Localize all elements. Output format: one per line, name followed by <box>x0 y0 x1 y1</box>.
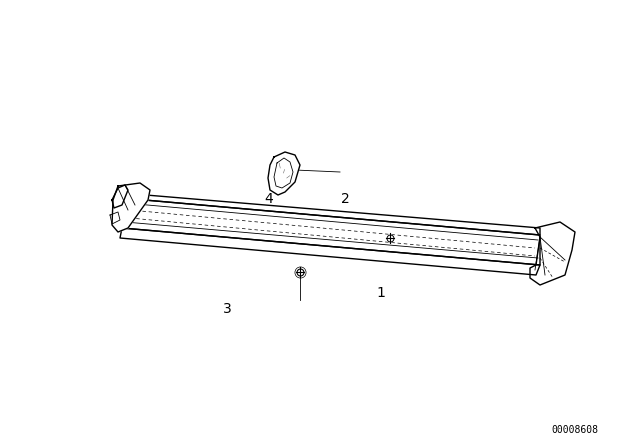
Text: 1: 1 <box>376 286 385 301</box>
Text: 2: 2 <box>341 192 350 207</box>
Polygon shape <box>530 222 575 285</box>
Polygon shape <box>112 185 128 208</box>
Polygon shape <box>122 198 540 265</box>
Polygon shape <box>122 193 540 235</box>
Polygon shape <box>120 228 540 275</box>
Polygon shape <box>268 152 300 195</box>
Text: 3: 3 <box>223 302 232 316</box>
Polygon shape <box>112 183 150 232</box>
Polygon shape <box>110 212 120 224</box>
Text: 00008608: 00008608 <box>552 425 598 435</box>
Text: 4: 4 <box>264 192 273 207</box>
